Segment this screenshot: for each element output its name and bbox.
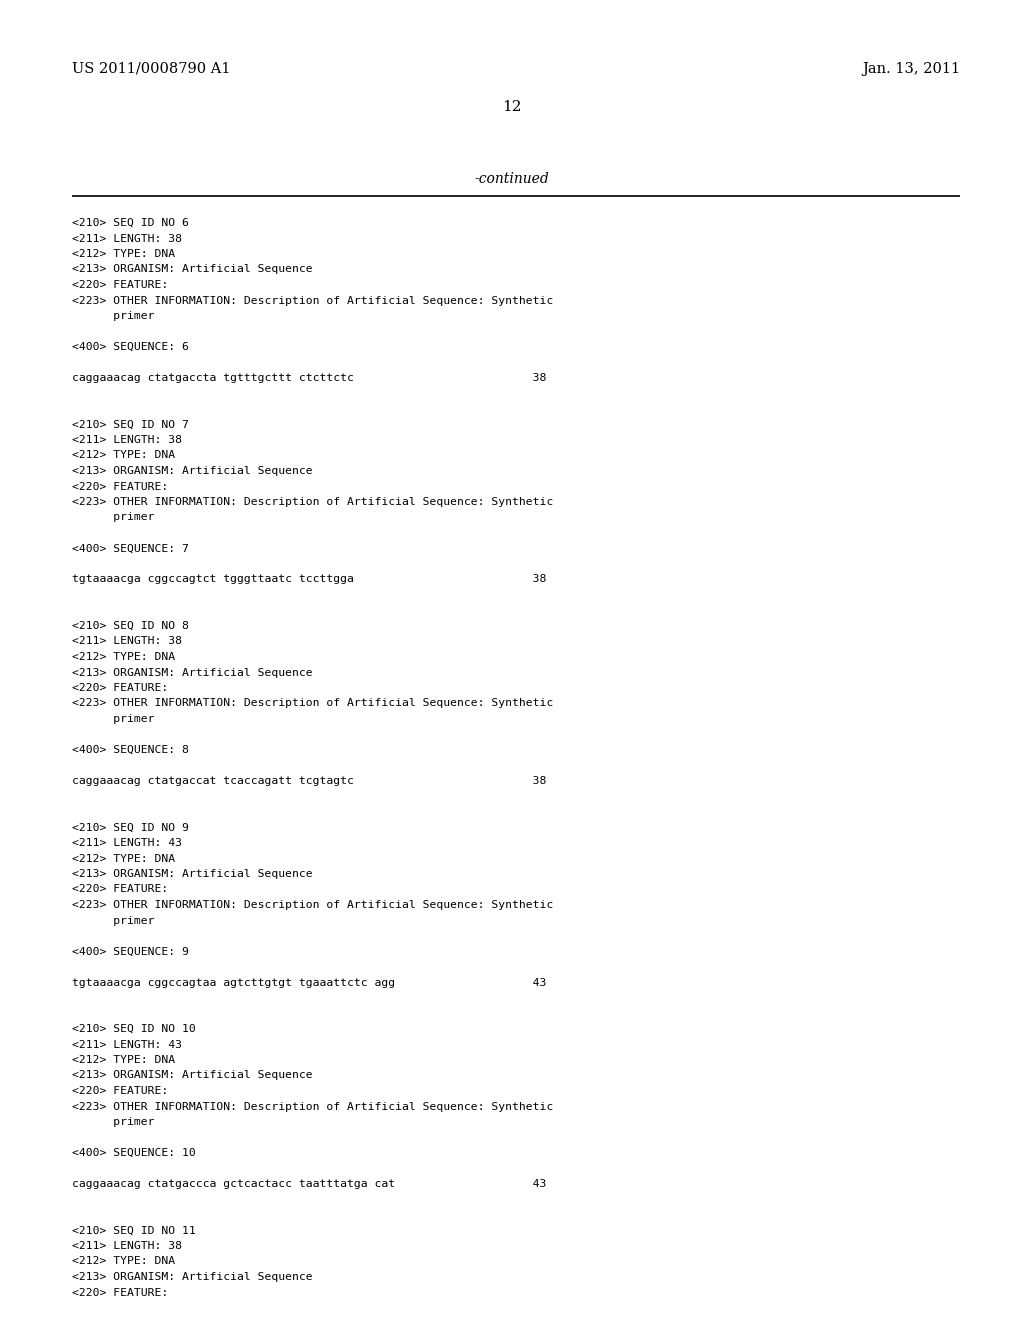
- Text: <400> SEQUENCE: 7: <400> SEQUENCE: 7: [72, 544, 188, 553]
- Text: <211> LENGTH: 38: <211> LENGTH: 38: [72, 1241, 182, 1251]
- Text: <400> SEQUENCE: 6: <400> SEQUENCE: 6: [72, 342, 188, 352]
- Text: <400> SEQUENCE: 9: <400> SEQUENCE: 9: [72, 946, 188, 957]
- Text: tgtaaaacga cggccagtct tgggttaatc tccttgga                          38: tgtaaaacga cggccagtct tgggttaatc tccttgg…: [72, 574, 547, 585]
- Text: <223> OTHER INFORMATION: Description of Artificial Sequence: Synthetic: <223> OTHER INFORMATION: Description of …: [72, 698, 553, 709]
- Text: caggaaacag ctatgaccta tgtttgcttt ctcttctc                          38: caggaaacag ctatgaccta tgtttgcttt ctcttct…: [72, 374, 547, 383]
- Text: <213> ORGANISM: Artificial Sequence: <213> ORGANISM: Artificial Sequence: [72, 466, 312, 477]
- Text: primer: primer: [72, 1117, 155, 1127]
- Text: <220> FEATURE:: <220> FEATURE:: [72, 1287, 168, 1298]
- Text: <220> FEATURE:: <220> FEATURE:: [72, 1086, 168, 1096]
- Text: <211> LENGTH: 38: <211> LENGTH: 38: [72, 636, 182, 647]
- Text: 12: 12: [502, 100, 522, 114]
- Text: <220> FEATURE:: <220> FEATURE:: [72, 884, 168, 895]
- Text: <220> FEATURE:: <220> FEATURE:: [72, 482, 168, 491]
- Text: <213> ORGANISM: Artificial Sequence: <213> ORGANISM: Artificial Sequence: [72, 1272, 312, 1282]
- Text: primer: primer: [72, 714, 155, 723]
- Text: caggaaacag ctatgaccca gctcactacc taatttatga cat                    43: caggaaacag ctatgaccca gctcactacc taattta…: [72, 1179, 547, 1189]
- Text: <223> OTHER INFORMATION: Description of Artificial Sequence: Synthetic: <223> OTHER INFORMATION: Description of …: [72, 1101, 553, 1111]
- Text: US 2011/0008790 A1: US 2011/0008790 A1: [72, 62, 230, 77]
- Text: <210> SEQ ID NO 6: <210> SEQ ID NO 6: [72, 218, 188, 228]
- Text: <210> SEQ ID NO 7: <210> SEQ ID NO 7: [72, 420, 188, 429]
- Text: Jan. 13, 2011: Jan. 13, 2011: [862, 62, 961, 77]
- Text: <210> SEQ ID NO 8: <210> SEQ ID NO 8: [72, 620, 188, 631]
- Text: <211> LENGTH: 43: <211> LENGTH: 43: [72, 838, 182, 847]
- Text: -continued: -continued: [475, 172, 549, 186]
- Text: <213> ORGANISM: Artificial Sequence: <213> ORGANISM: Artificial Sequence: [72, 264, 312, 275]
- Text: <212> TYPE: DNA: <212> TYPE: DNA: [72, 1055, 175, 1065]
- Text: <223> OTHER INFORMATION: Description of Artificial Sequence: Synthetic: <223> OTHER INFORMATION: Description of …: [72, 296, 553, 305]
- Text: <211> LENGTH: 38: <211> LENGTH: 38: [72, 436, 182, 445]
- Text: <220> FEATURE:: <220> FEATURE:: [72, 682, 168, 693]
- Text: <223> OTHER INFORMATION: Description of Artificial Sequence: Synthetic: <223> OTHER INFORMATION: Description of …: [72, 900, 553, 909]
- Text: <212> TYPE: DNA: <212> TYPE: DNA: [72, 450, 175, 461]
- Text: <210> SEQ ID NO 11: <210> SEQ ID NO 11: [72, 1225, 196, 1236]
- Text: <211> LENGTH: 43: <211> LENGTH: 43: [72, 1040, 182, 1049]
- Text: <210> SEQ ID NO 9: <210> SEQ ID NO 9: [72, 822, 188, 833]
- Text: primer: primer: [72, 312, 155, 321]
- Text: caggaaacag ctatgaccat tcaccagatt tcgtagtc                          38: caggaaacag ctatgaccat tcaccagatt tcgtagt…: [72, 776, 547, 785]
- Text: primer: primer: [72, 916, 155, 925]
- Text: <213> ORGANISM: Artificial Sequence: <213> ORGANISM: Artificial Sequence: [72, 1071, 312, 1081]
- Text: tgtaaaacga cggccagtaa agtcttgtgt tgaaattctc agg                    43: tgtaaaacga cggccagtaa agtcttgtgt tgaaatt…: [72, 978, 547, 987]
- Text: <220> FEATURE:: <220> FEATURE:: [72, 280, 168, 290]
- Text: <212> TYPE: DNA: <212> TYPE: DNA: [72, 1257, 175, 1266]
- Text: <223> OTHER INFORMATION: Description of Artificial Sequence: Synthetic: <223> OTHER INFORMATION: Description of …: [72, 498, 553, 507]
- Text: <400> SEQUENCE: 8: <400> SEQUENCE: 8: [72, 744, 188, 755]
- Text: <213> ORGANISM: Artificial Sequence: <213> ORGANISM: Artificial Sequence: [72, 668, 312, 677]
- Text: <212> TYPE: DNA: <212> TYPE: DNA: [72, 249, 175, 259]
- Text: <210> SEQ ID NO 10: <210> SEQ ID NO 10: [72, 1024, 196, 1034]
- Text: <212> TYPE: DNA: <212> TYPE: DNA: [72, 652, 175, 663]
- Text: <213> ORGANISM: Artificial Sequence: <213> ORGANISM: Artificial Sequence: [72, 869, 312, 879]
- Text: primer: primer: [72, 512, 155, 523]
- Text: <211> LENGTH: 38: <211> LENGTH: 38: [72, 234, 182, 243]
- Text: <212> TYPE: DNA: <212> TYPE: DNA: [72, 854, 175, 863]
- Text: <400> SEQUENCE: 10: <400> SEQUENCE: 10: [72, 1148, 196, 1158]
